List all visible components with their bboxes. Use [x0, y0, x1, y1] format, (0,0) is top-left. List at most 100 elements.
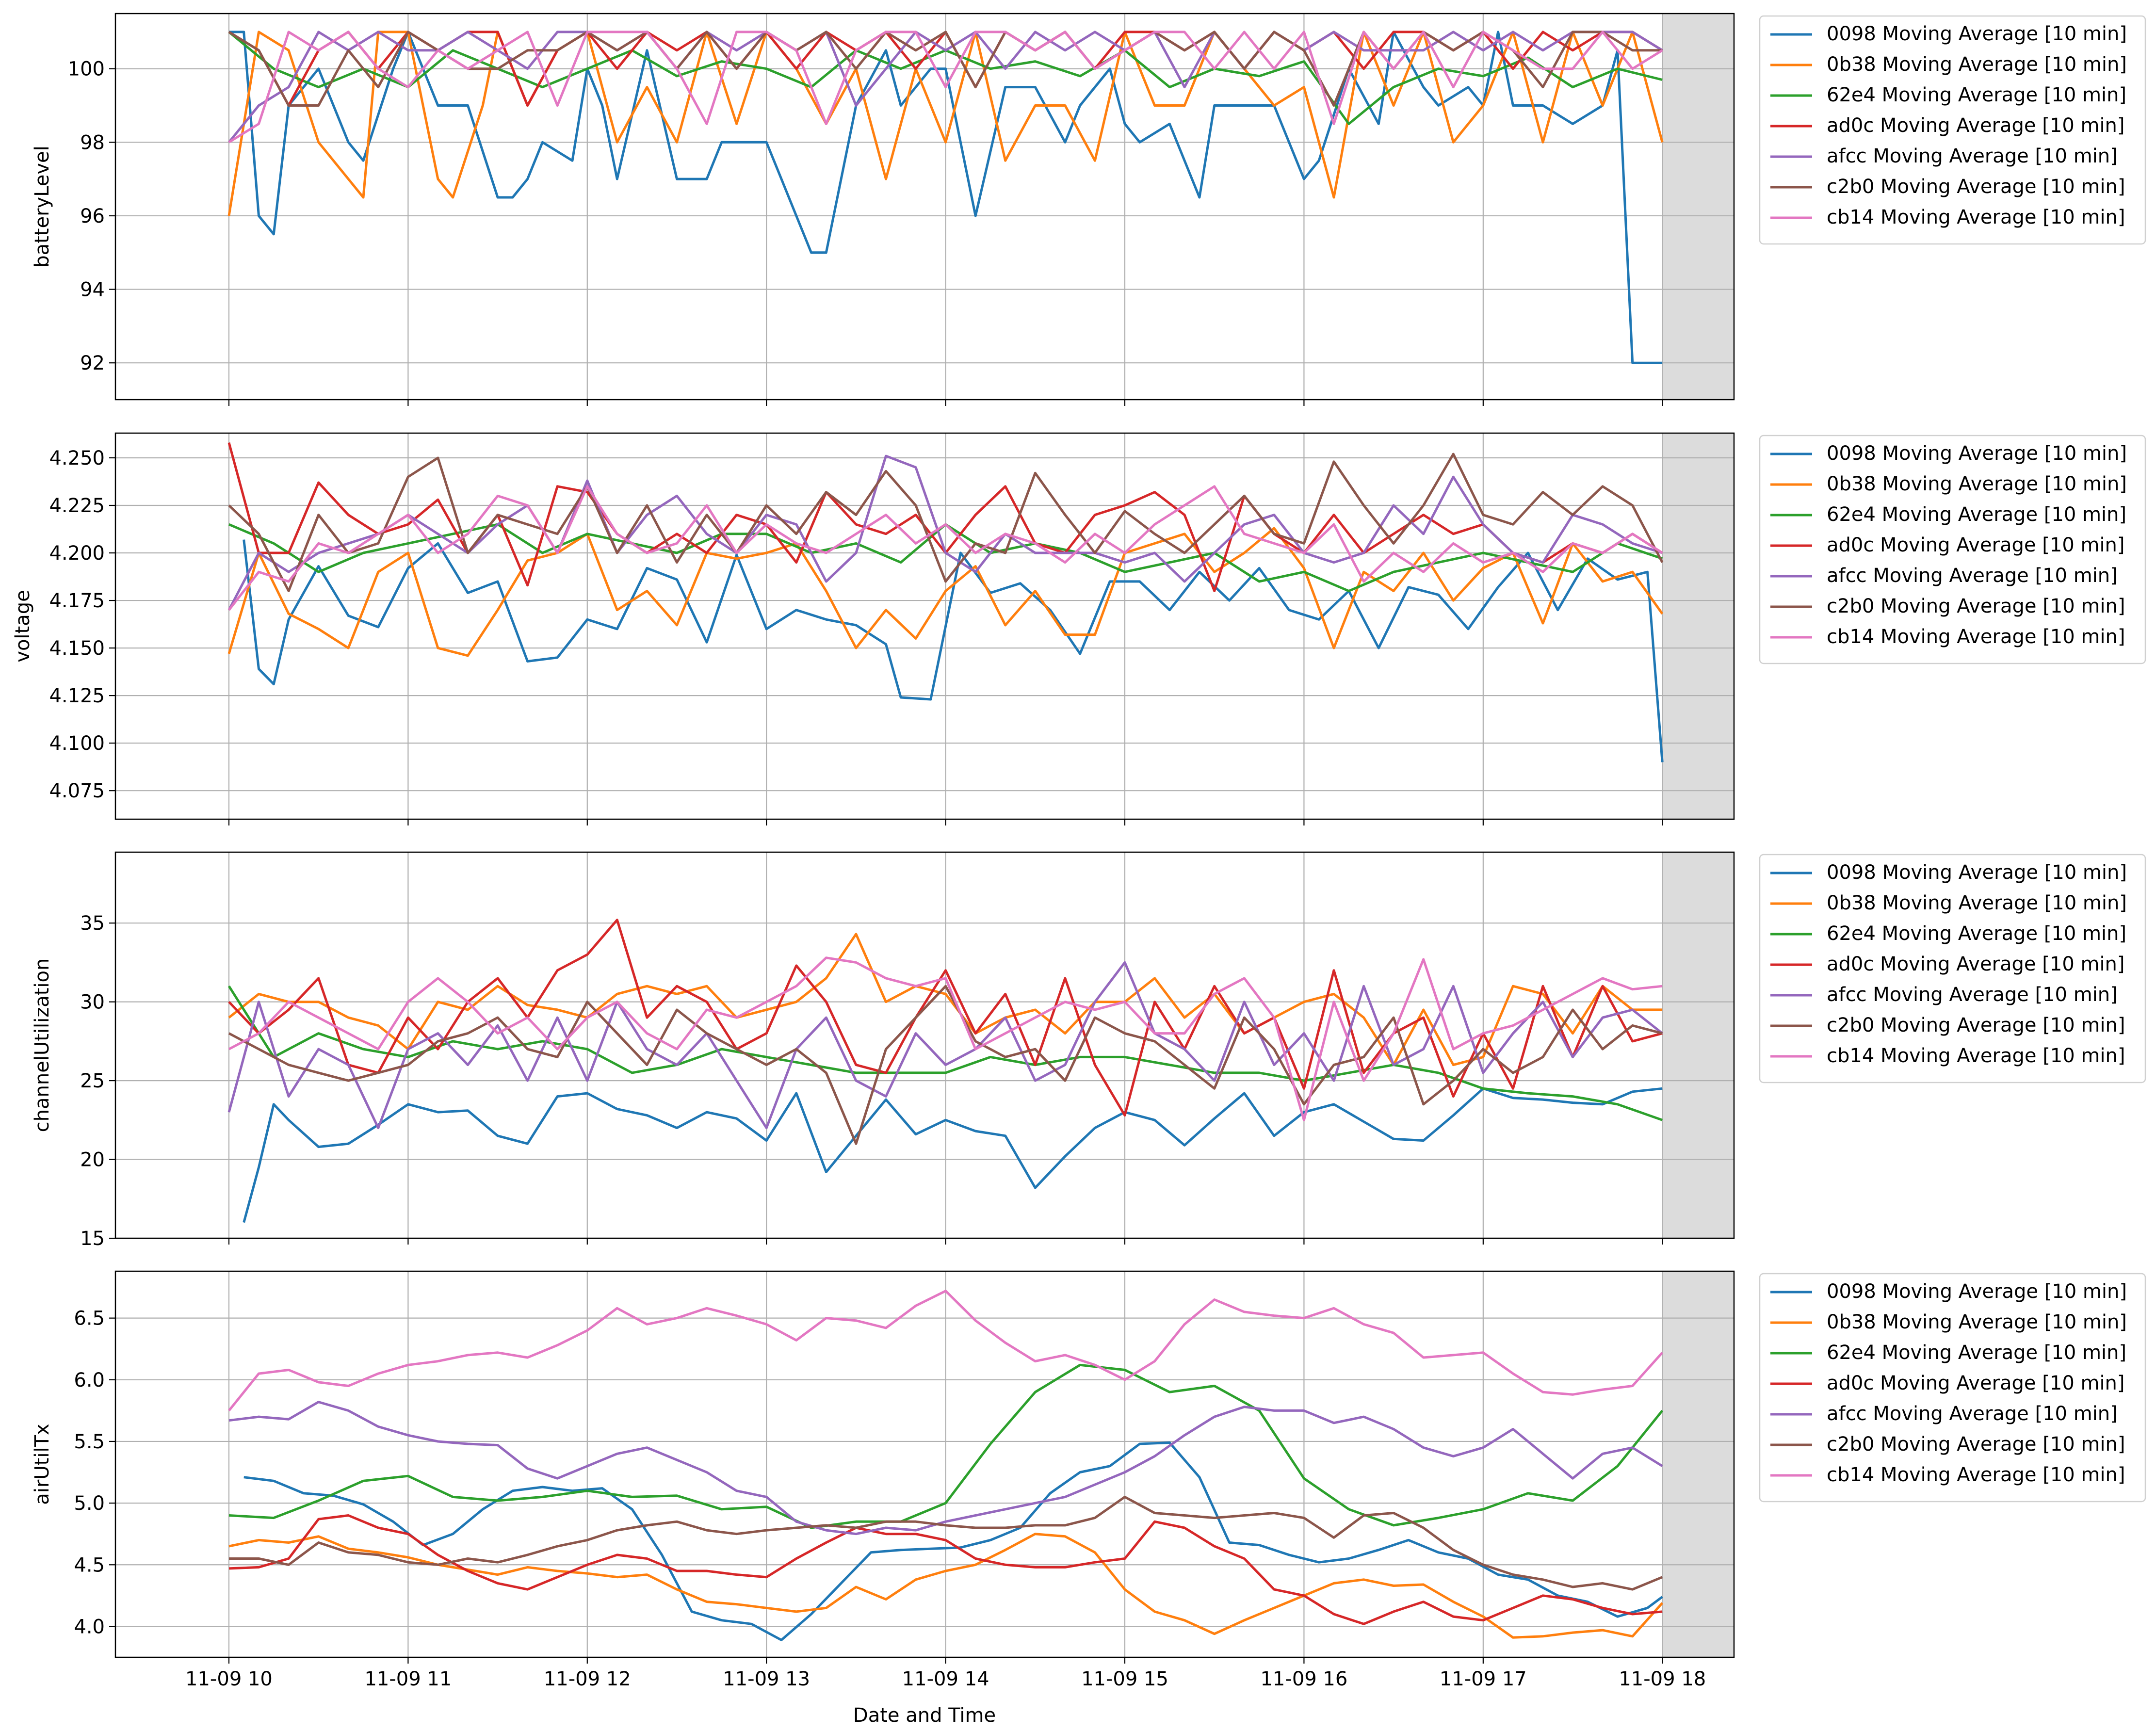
series-lines: [227, 919, 1663, 1223]
series-line-afcc: [228, 1401, 1663, 1536]
series-line-0b38: [228, 933, 1663, 1067]
x-tick-label: 11-09 16: [1260, 1668, 1347, 1690]
series-line-0098: [243, 1441, 1663, 1641]
series-lines: [227, 31, 1664, 364]
y-tick-label: 5.5: [74, 1431, 105, 1453]
y-tick-label: 4.125: [49, 685, 105, 707]
legend-box: [1759, 1273, 2146, 1503]
x-tick-label: 11-09 15: [1081, 1668, 1168, 1690]
y-tick-label: 6.5: [74, 1308, 105, 1330]
series-line-cb14: [228, 485, 1663, 611]
legend-entry: afcc Moving Average [10 min]: [1827, 145, 2118, 167]
y-tick-label: 98: [80, 131, 105, 154]
y-tick-label: 5.0: [74, 1492, 105, 1515]
legend-entry: ad0c Moving Average [10 min]: [1827, 953, 2125, 975]
series-line-cb14: [228, 31, 1663, 144]
legend: 0098 Moving Average [10 min] 0b38 Moving …: [1759, 15, 2146, 245]
y-tick-label: 25: [80, 1070, 105, 1092]
shaded-region: [1662, 14, 1734, 400]
legend-entry: cb14 Moving Average [10 min]: [1827, 206, 2125, 228]
y-tick-label: 30: [80, 991, 105, 1014]
x-tick-label: 11-09 17: [1440, 1668, 1527, 1690]
legend: 0098 Moving Average [10 min] 0b38 Moving …: [1759, 854, 2146, 1084]
x-tick-label: 11-09 18: [1619, 1668, 1706, 1690]
panel-voltage: 4.075 4.100 4.125 4.150 4.175 4.200 4.225 4.250…: [12, 432, 2146, 825]
legend-entry: cb14 Moving Average [10 min]: [1827, 626, 2125, 648]
y-tick-label: 4.150: [49, 637, 105, 660]
x-tick-label: 11-09 11: [364, 1668, 452, 1690]
series-line-0098: [243, 1087, 1663, 1223]
legend-entry: afcc Moving Average [10 min]: [1827, 1403, 2118, 1425]
series-line-afcc: [228, 31, 1663, 143]
legend-entry: afcc Moving Average [10 min]: [1827, 565, 2118, 587]
axes-frame: [114, 13, 1735, 401]
legend-entry: ad0c Moving Average [10 min]: [1827, 534, 2125, 556]
shaded-region: [1662, 433, 1734, 819]
y-axis-label: batteryLevel: [31, 146, 53, 268]
legend-entry: cb14 Moving Average [10 min]: [1827, 1045, 2125, 1067]
legend-entry: 62e4 Moving Average [10 min]: [1827, 1342, 2126, 1364]
shaded-region: [1662, 1271, 1734, 1657]
series-line-c2b0: [229, 1495, 1663, 1591]
legend-entry: 0098 Moving Average [10 min]: [1827, 23, 2127, 45]
y-axis-label: airUtilTx: [31, 1424, 53, 1505]
legend-entry: 62e4 Moving Average [10 min]: [1827, 84, 2126, 106]
legend-entry: 62e4 Moving Average [10 min]: [1827, 922, 2126, 945]
legend-entry: c2b0 Moving Average [10 min]: [1827, 595, 2125, 617]
y-tick-label: 15: [80, 1228, 105, 1250]
legend-entry: 0098 Moving Average [10 min]: [1827, 861, 2127, 884]
legend-entry: 0b38 Moving Average [10 min]: [1827, 53, 2127, 76]
x-tick-label: 11-09 12: [544, 1668, 631, 1690]
legend-entry: c2b0 Moving Average [10 min]: [1827, 176, 2125, 198]
legend-box: [1759, 435, 2146, 664]
legend-box: [1759, 854, 2146, 1084]
legend-box: [1759, 15, 2146, 245]
axes-frame: [114, 1270, 1735, 1658]
legend-entry: cb14 Moving Average [10 min]: [1827, 1464, 2125, 1486]
axes-frame: [114, 851, 1735, 1239]
legend-entry: 0b38 Moving Average [10 min]: [1827, 892, 2127, 914]
series-line-c2b0: [228, 453, 1664, 592]
y-tick-label: 96: [80, 205, 105, 227]
y-tick-label: 4.250: [49, 447, 105, 469]
series-line-afcc: [227, 961, 1663, 1130]
y-tick-label: 6.0: [74, 1369, 105, 1391]
series-line-62e4: [228, 1363, 1664, 1529]
series-line-0098: [229, 31, 1663, 364]
y-tick-label: 4.075: [49, 780, 105, 802]
panel-airUtilTx: 11-09 10 11-09 11 11-09 12 11-09 13 11-09 14…: [31, 1270, 2146, 1690]
legend-entry: 0098 Moving Average [10 min]: [1827, 1280, 2127, 1303]
legend: 0098 Moving Average [10 min] 0b38 Moving …: [1759, 1273, 2146, 1503]
legend-entry: 62e4 Moving Average [10 min]: [1827, 503, 2126, 526]
series-lines: [227, 442, 1664, 762]
axes-frame: [114, 432, 1735, 820]
series-line-c2b0: [228, 985, 1663, 1145]
series-line-0b38: [227, 527, 1664, 657]
legend-entry: 0b38 Moving Average [10 min]: [1827, 1311, 2127, 1333]
y-tick-label: 4.200: [49, 542, 105, 565]
series-line-cb14: [228, 956, 1663, 1121]
legend: 0098 Moving Average [10 min] 0b38 Moving …: [1759, 435, 2146, 664]
panel-channelUtilization: 15 20 25 30 35 channelUtilization 0098 Moving …: [31, 851, 2146, 1250]
y-axis-label: channelUtilization: [31, 958, 53, 1132]
x-tick-label: 11-09 14: [902, 1668, 989, 1690]
legend-entry: 0098 Moving Average [10 min]: [1827, 442, 2127, 465]
y-tick-label: 35: [80, 912, 105, 935]
y-tick-label: 4.5: [74, 1554, 105, 1576]
x-axis-label: Date and Time: [853, 1704, 996, 1727]
legend-entry: c2b0 Moving Average [10 min]: [1827, 1433, 2125, 1456]
y-tick-label: 94: [80, 279, 105, 301]
panel-batteryLevel: 92 94 96 98 100 batteryLevel 0098 Moving Avera…: [31, 13, 2146, 406]
series-line-62e4: [227, 985, 1663, 1121]
legend-entry: afcc Moving Average [10 min]: [1827, 984, 2118, 1006]
y-tick-label: 20: [80, 1149, 105, 1171]
y-tick-label: 92: [80, 352, 105, 374]
legend-entry: 0b38 Moving Average [10 min]: [1827, 473, 2127, 495]
y-tick-label: 4.100: [49, 732, 105, 755]
y-tick-label: 4.0: [74, 1616, 105, 1638]
series-line-ad0c: [228, 1514, 1663, 1625]
legend-entry: c2b0 Moving Average [10 min]: [1827, 1014, 2125, 1036]
series-line-0098: [243, 539, 1664, 762]
y-tick-label: 4.225: [49, 495, 105, 517]
